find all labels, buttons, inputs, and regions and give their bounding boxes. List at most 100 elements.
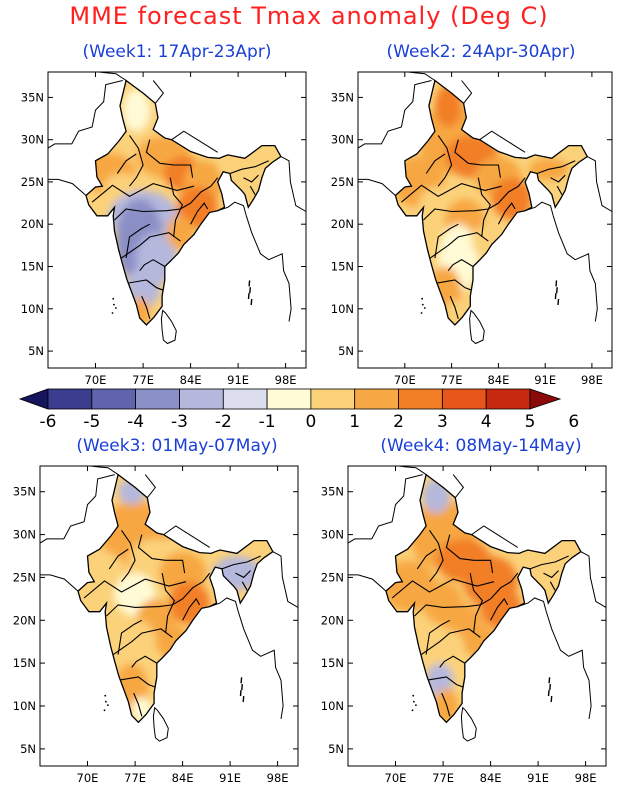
island-dot (107, 704, 109, 706)
map-frame (357, 71, 613, 369)
lat-label: 15N (321, 656, 344, 670)
island-dot (411, 709, 414, 712)
island-dot (423, 307, 426, 309)
state-boundary (229, 160, 269, 175)
anomaly-blob (426, 663, 454, 698)
lat-label: 30N (21, 133, 44, 147)
lat-label: 35N (13, 485, 36, 499)
state-boundary (121, 529, 136, 583)
lon-label: 84E (487, 373, 509, 387)
island-dot (103, 709, 106, 712)
island-dot (115, 307, 117, 309)
panel-title-week2: (Week2: 24Apr-30Apr) (386, 42, 576, 62)
country-boundary (524, 201, 554, 216)
state-boundary (190, 202, 209, 225)
state-boundary (133, 692, 143, 717)
lon-label: 84E (180, 373, 202, 387)
country-boundary (144, 474, 157, 499)
state-boundary (141, 295, 151, 320)
state-boundary (83, 578, 187, 599)
state-boundary (120, 232, 181, 259)
lon-label: 98E (275, 373, 297, 387)
state-boundary (434, 223, 459, 259)
island-dot (412, 694, 415, 697)
island-mark (239, 690, 242, 697)
lon-label: 70E (77, 771, 99, 785)
country-boundary (217, 201, 247, 216)
map-panel-week2: 35N 30N 25N 20N 15N 10N 5N 70E 77E 84E 91E 98E (331, 71, 613, 387)
state-boundary (106, 598, 183, 617)
state-boundary (182, 597, 201, 621)
colorbar: -6 -5 -4 -3 -2 -1 0 1 2 3 4 5 6 (18, 388, 579, 432)
lon-label: 98E (267, 771, 289, 785)
island-mark (547, 690, 550, 697)
colorbar-box (91, 388, 137, 410)
lon-label: 77E (441, 373, 463, 387)
colorbar-label: 5 (525, 412, 536, 432)
country-boundary (237, 611, 284, 719)
colorbar-box (179, 388, 224, 410)
state-boundary (129, 135, 144, 187)
state-boundary (91, 183, 195, 203)
lat-label: 15N (331, 260, 354, 274)
colorbar-label: -3 (171, 412, 188, 432)
island-dot (420, 312, 423, 314)
country-boundary (517, 597, 547, 612)
lon-label: 91E (534, 373, 556, 387)
state-boundary (425, 153, 446, 174)
colorbar-label: 6 (568, 412, 579, 432)
country-boundary (163, 525, 210, 548)
state-boundary (190, 177, 219, 204)
colorbar-box (398, 388, 443, 410)
country-boundary (452, 474, 465, 499)
sri-lanka-outline (469, 309, 485, 345)
island-mark (554, 293, 557, 300)
india-outline (394, 79, 589, 326)
map-frame (347, 465, 607, 767)
state-boundary (126, 279, 164, 291)
lon-label: 84E (480, 771, 502, 785)
state-boundary (469, 572, 484, 634)
lat-label: 20N (331, 217, 354, 231)
state-boundary (249, 185, 256, 195)
panel-title-week4: (Week4: 08May-14May) (380, 436, 582, 456)
state-boundary (490, 597, 509, 621)
panel-title-week3: (Week3: 01May-07May) (76, 436, 278, 456)
state-boundary (425, 619, 451, 655)
country-boundary (358, 178, 396, 196)
lon-label: 70E (394, 373, 416, 387)
island-mark (249, 287, 251, 294)
island-mark (248, 280, 251, 287)
country-boundary (580, 551, 607, 608)
colorbar-box (485, 388, 531, 410)
island-mark (247, 293, 250, 300)
country-boundary (461, 80, 473, 104)
lat-label: 10N (331, 302, 354, 316)
state-boundary (161, 572, 176, 634)
island-dot (112, 297, 115, 300)
country-boundary (545, 611, 592, 719)
state-boundary (116, 153, 137, 174)
lat-label: 25N (321, 570, 344, 584)
state-boundary (235, 570, 251, 579)
island-dot (421, 303, 424, 306)
lat-label: 20N (21, 217, 44, 231)
state-boundary (137, 534, 186, 574)
colorbar-label: -1 (259, 412, 276, 432)
lon-label: 77E (432, 771, 454, 785)
state-boundary (477, 177, 491, 237)
state-boundary (447, 259, 474, 272)
lat-label: 5N (328, 742, 344, 756)
island-mark (556, 287, 558, 294)
lat-label: 5N (20, 742, 36, 756)
state-boundary (182, 572, 211, 600)
island-dot (413, 700, 415, 703)
island-mark (557, 298, 560, 306)
colorbar-box (47, 388, 93, 410)
country-boundary (272, 551, 299, 608)
lon-label: 70E (85, 373, 107, 387)
island-mark (241, 684, 243, 691)
state-boundary (426, 676, 464, 688)
state-boundary (434, 279, 472, 291)
lon-label: 98E (575, 771, 597, 785)
